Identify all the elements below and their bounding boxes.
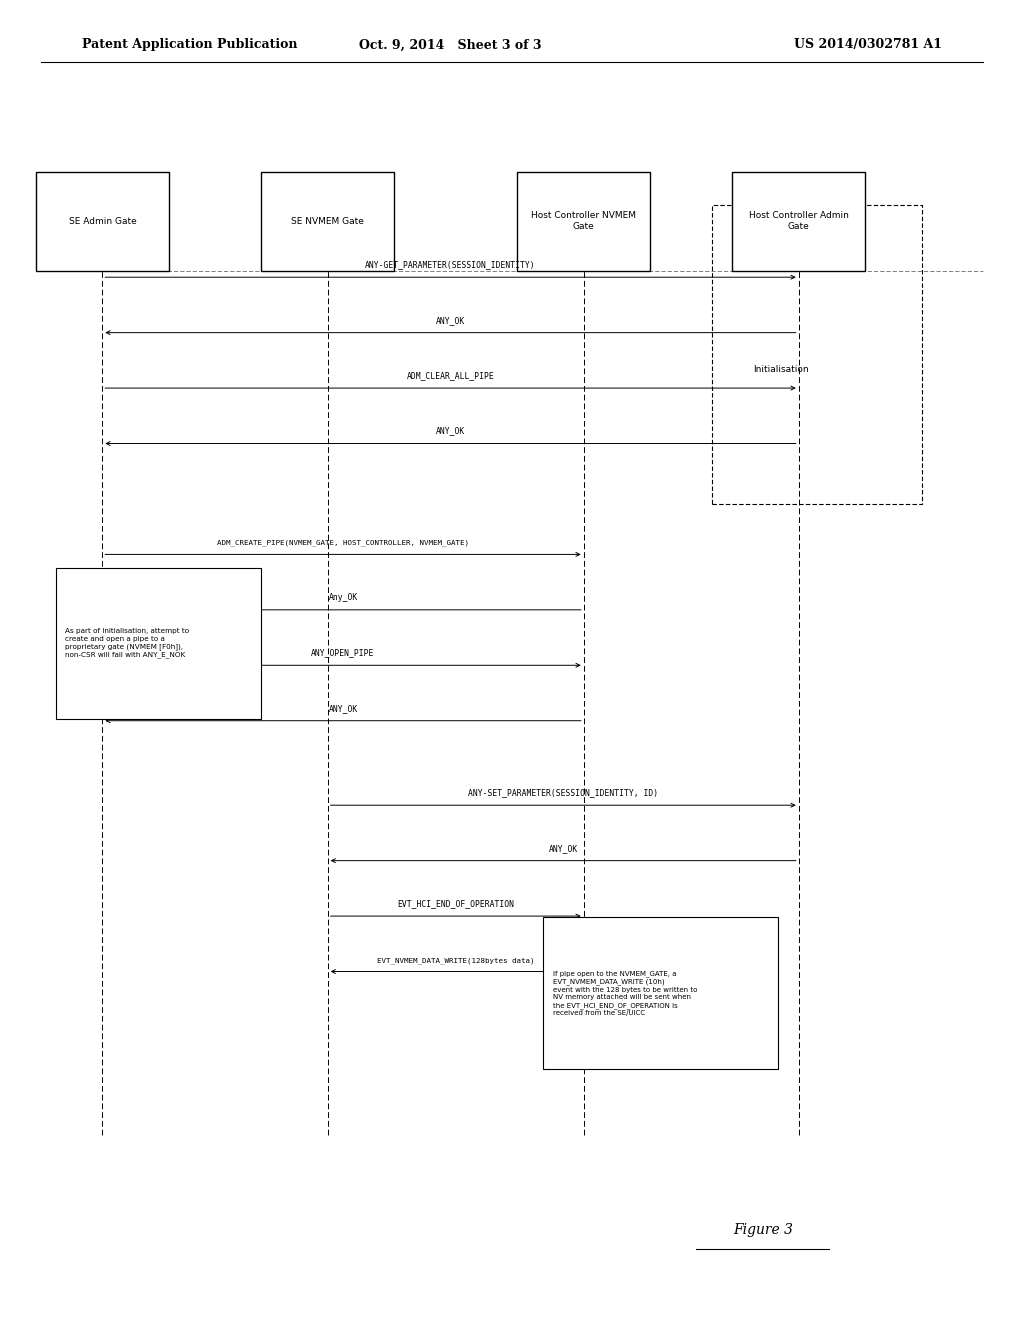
Text: Initialisation: Initialisation [753,366,808,374]
Text: ANY_OK: ANY_OK [436,426,465,436]
Text: As part of Initialisation, attempt to
create and open a pipe to a
proprietary ga: As part of Initialisation, attempt to cr… [65,628,188,659]
Text: SE Admin Gate: SE Admin Gate [69,216,136,226]
Text: EVT_NVMEM_DATA_WRITE(128bytes data): EVT_NVMEM_DATA_WRITE(128bytes data) [377,957,535,964]
Text: ANY-GET_PARAMETER(SESSION_IDENTITY): ANY-GET_PARAMETER(SESSION_IDENTITY) [366,260,536,269]
Text: Host Controller Admin
Gate: Host Controller Admin Gate [749,211,849,231]
Text: US 2014/0302781 A1: US 2014/0302781 A1 [794,38,942,51]
Text: ANY_OK: ANY_OK [436,315,465,325]
Text: Figure 3: Figure 3 [733,1224,793,1237]
Bar [517,172,650,271]
Text: Oct. 9, 2014   Sheet 3 of 3: Oct. 9, 2014 Sheet 3 of 3 [359,38,542,51]
Text: Host Controller NVMEM
Gate: Host Controller NVMEM Gate [531,211,636,231]
Text: Patent Application Publication: Patent Application Publication [82,38,297,51]
Text: ADM_CREATE_PIPE(NVMEM_GATE, HOST_CONTROLLER, NVMEM_GATE): ADM_CREATE_PIPE(NVMEM_GATE, HOST_CONTROL… [217,540,469,546]
Text: If pipe open to the NVMEM_GATE, a
EVT_NVMEM_DATA_WRITE (10h)
event with the 128 : If pipe open to the NVMEM_GATE, a EVT_NV… [553,970,697,1016]
Text: ANY_OK: ANY_OK [549,843,578,853]
Text: SE NVMEM Gate: SE NVMEM Gate [291,216,365,226]
Text: ANY-SET_PARAMETER(SESSION_IDENTITY, ID): ANY-SET_PARAMETER(SESSION_IDENTITY, ID) [468,788,658,797]
Bar [732,172,865,271]
Bar [543,917,778,1069]
Text: Any_OK: Any_OK [329,593,357,602]
Bar [261,172,394,271]
Bar [36,172,169,271]
Text: ADM_CLEAR_ALL_PIPE: ADM_CLEAR_ALL_PIPE [407,371,495,380]
Text: ANY_OPEN_PIPE: ANY_OPEN_PIPE [311,648,375,657]
Bar [56,568,261,719]
Text: EVT_HCI_END_OF_OPERATION: EVT_HCI_END_OF_OPERATION [397,899,514,908]
Bar [712,205,922,504]
Text: ANY_OK: ANY_OK [329,704,357,713]
